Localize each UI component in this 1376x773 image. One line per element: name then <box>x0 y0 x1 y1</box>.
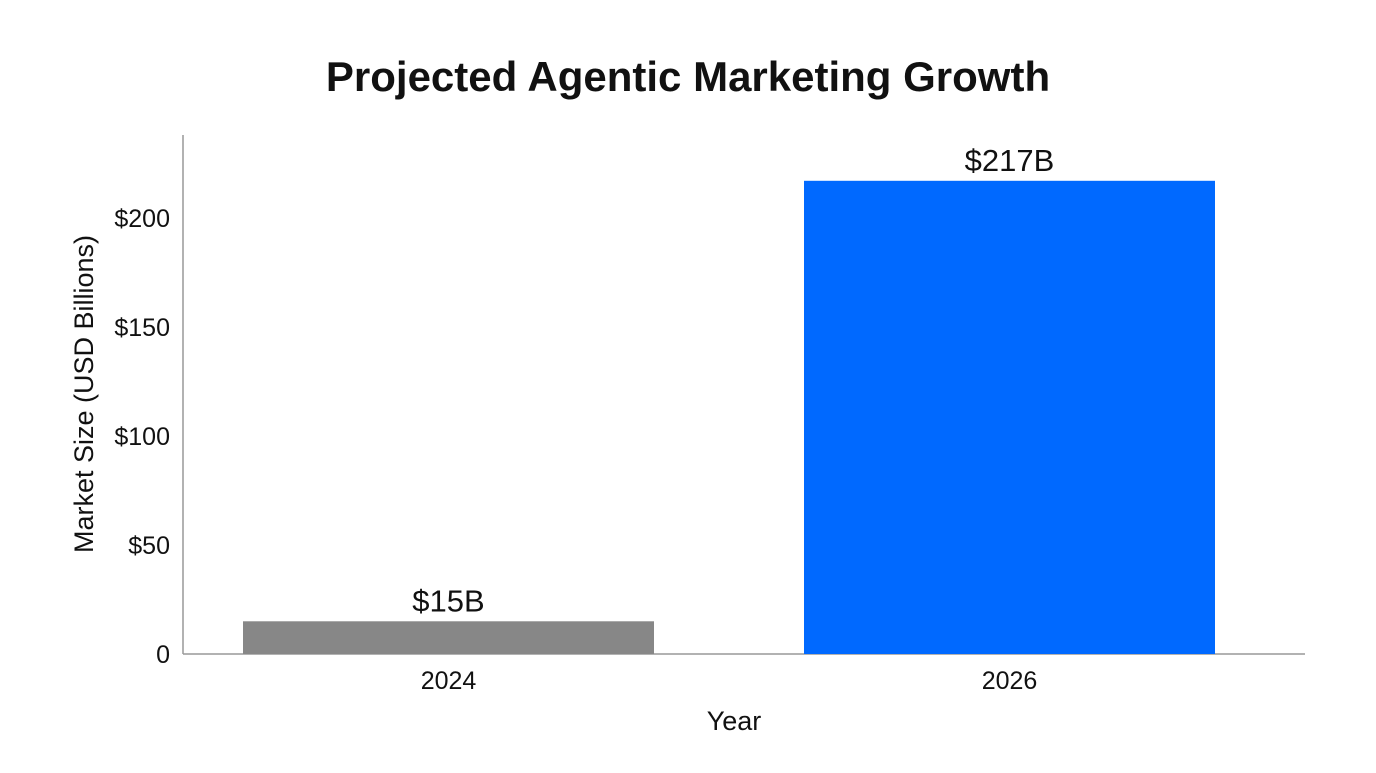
y-tick-label: $200 <box>114 205 170 233</box>
y-tick-label: $100 <box>114 423 170 451</box>
bar-2024 <box>243 621 654 654</box>
y-tick-label: $150 <box>114 314 170 342</box>
y-axis-label: Market Size (USD Billions) <box>69 235 99 553</box>
x-axis-label: Year <box>707 706 762 736</box>
y-tick-label: 0 <box>156 641 170 669</box>
x-tick-label: 2026 <box>982 667 1038 695</box>
data-label-2024: $15B <box>412 583 484 618</box>
bar-2026 <box>804 180 1215 654</box>
chart-title: Projected Agentic Marketing Growth <box>326 53 1050 100</box>
data-label-2026: $217B <box>965 143 1055 178</box>
x-tick-label: 2024 <box>421 667 477 695</box>
y-tick-label: $50 <box>128 532 170 560</box>
